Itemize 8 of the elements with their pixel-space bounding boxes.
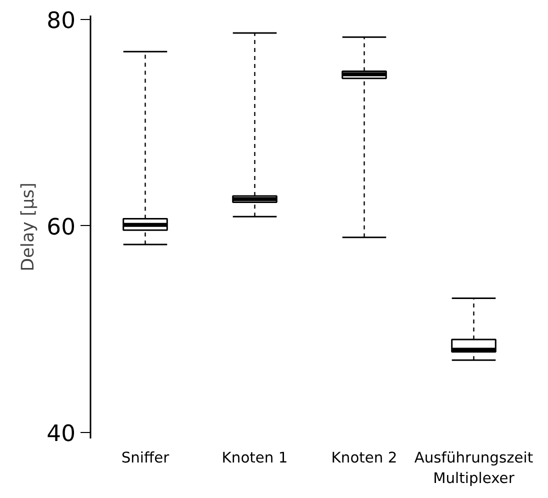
x-tick-label: Knoten 2 — [331, 450, 398, 466]
x-tick-label: Ausführungszeit Multiplexer — [414, 450, 534, 487]
y-tick-label: 60 — [46, 214, 76, 240]
x-tick-label: Knoten 1 — [222, 450, 288, 466]
y-axis-title: Delay [µs] — [18, 182, 39, 272]
y-tick-label: 80 — [46, 8, 76, 34]
x-tick-label: Sniffer — [121, 450, 170, 466]
y-tick-label: 40 — [46, 420, 76, 447]
